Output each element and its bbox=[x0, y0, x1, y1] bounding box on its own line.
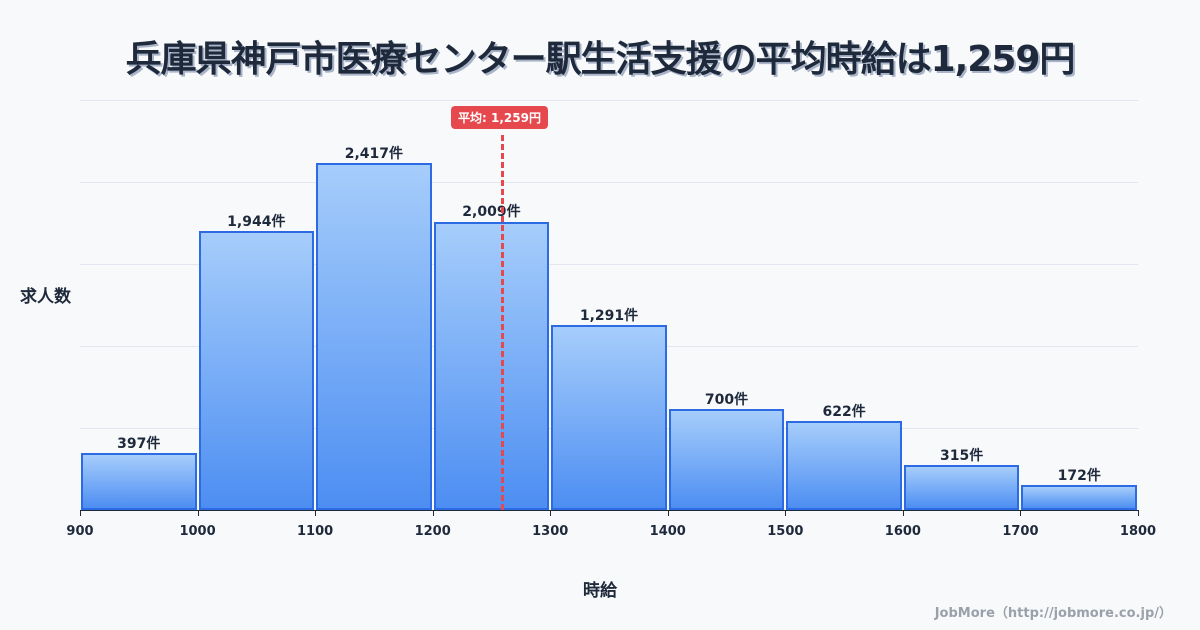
bar-value-label: 1,291件 bbox=[579, 307, 639, 324]
x-tick bbox=[550, 510, 552, 516]
mean-line bbox=[501, 135, 505, 510]
bar-value-label: 2,417件 bbox=[344, 145, 404, 162]
bar-value-label: 315件 bbox=[940, 447, 984, 464]
plot-area: 397件 1,944件 2,417件 2,009件 1,291件 700件 622件 315件… bbox=[80, 100, 1138, 510]
credit-text: JobMore（http://jobmore.co.jp/） bbox=[934, 606, 1172, 621]
x-tick-label: 1700 bbox=[1002, 524, 1039, 539]
x-tick bbox=[785, 510, 787, 516]
x-tick-label: 1000 bbox=[179, 524, 216, 539]
bar-value-label: 1,944件 bbox=[227, 213, 286, 230]
x-tick bbox=[902, 510, 904, 516]
histogram-bar bbox=[81, 453, 197, 510]
bar-value-label: 172件 bbox=[1057, 468, 1101, 485]
x-tick bbox=[197, 510, 199, 516]
histogram-bar bbox=[551, 324, 667, 510]
x-tick bbox=[1138, 510, 1139, 516]
bar-value-label: 700件 bbox=[704, 392, 749, 409]
bar-value-label: 622件 bbox=[822, 403, 866, 420]
x-tick-label: 1100 bbox=[297, 524, 334, 539]
x-tick-label: 1200 bbox=[414, 524, 451, 539]
histogram-bar bbox=[316, 162, 432, 510]
histogram-bar bbox=[433, 221, 550, 510]
x-tick bbox=[315, 510, 317, 516]
x-tick-label: 1500 bbox=[767, 524, 804, 539]
x-tick bbox=[80, 510, 81, 516]
gridline bbox=[80, 264, 1138, 265]
x-tick-label: 1800 bbox=[1119, 524, 1157, 539]
x-tick-label: 1300 bbox=[532, 524, 569, 539]
x-tick bbox=[667, 510, 669, 516]
chart-title: 兵庫県神戸市医療センター駅生活支援の平均時給は1,259円 bbox=[125, 39, 1076, 80]
x-axis bbox=[80, 510, 1138, 511]
x-tick bbox=[1020, 510, 1022, 516]
x-tick-label: 1600 bbox=[884, 524, 921, 539]
x-tick-label: 900 bbox=[66, 524, 94, 539]
histogram-bar bbox=[1021, 485, 1137, 510]
histogram-bar bbox=[786, 420, 902, 510]
gridline bbox=[80, 100, 1138, 101]
histogram-bar bbox=[903, 464, 1020, 510]
histogram-bar bbox=[198, 230, 315, 510]
x-tick bbox=[432, 510, 434, 516]
bar-value-label: 397件 bbox=[117, 435, 161, 452]
bar-value-label: 2,009件 bbox=[462, 204, 521, 221]
histogram-bar bbox=[668, 409, 785, 510]
y-axis-label: 求人数 bbox=[20, 287, 71, 307]
mean-badge: 平均: 1,259円 bbox=[451, 106, 548, 129]
x-axis-label: 時給 bbox=[583, 581, 617, 601]
gridline bbox=[80, 182, 1138, 183]
x-tick-label: 1400 bbox=[649, 524, 686, 539]
